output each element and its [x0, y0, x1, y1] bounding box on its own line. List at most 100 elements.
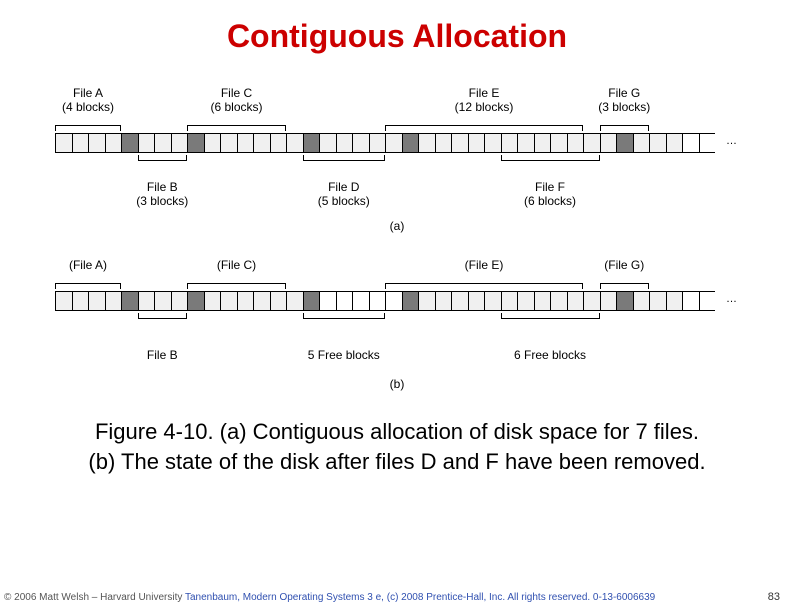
disk-block — [319, 133, 336, 153]
bracket — [187, 283, 286, 289]
disk-block — [88, 291, 105, 311]
disk-block — [517, 133, 534, 153]
file-label: File E(12 blocks) — [439, 87, 529, 115]
disk-block — [88, 133, 105, 153]
disk-block — [583, 133, 600, 153]
disk-block — [187, 133, 204, 153]
disk-block — [484, 291, 501, 311]
disk-block — [418, 133, 435, 153]
disk-block — [253, 291, 270, 311]
caption-line: Figure 4-10. (a) Contiguous allocation o… — [40, 417, 754, 447]
disk-block — [55, 291, 72, 311]
file-label: File A(4 blocks) — [43, 87, 133, 115]
ellipsis: … — [726, 293, 737, 305]
file-label: 6 Free blocks — [505, 349, 595, 363]
disk-block — [435, 291, 452, 311]
disk-block — [633, 291, 650, 311]
page-title: Contiguous Allocation — [0, 18, 794, 55]
file-label: File G(3 blocks) — [579, 87, 669, 115]
disk-block — [352, 291, 369, 311]
bracket — [138, 155, 188, 161]
disk-block — [220, 133, 237, 153]
bracket — [385, 283, 583, 289]
file-sub-label: (6 blocks) — [505, 195, 595, 209]
file-label: File B(3 blocks) — [117, 181, 207, 209]
disk-block — [517, 291, 534, 311]
file-sub-label: (6 blocks) — [192, 101, 282, 115]
file-sub-label: (12 blocks) — [439, 101, 529, 115]
disk-block — [105, 133, 122, 153]
disk-block — [154, 291, 171, 311]
file-label: File D(5 blocks) — [299, 181, 389, 209]
ellipsis: … — [726, 135, 737, 147]
disk-block — [270, 291, 287, 311]
disk-block — [121, 291, 138, 311]
figure-a-bottom-labels: File B(3 blocks) File D(5 blocks) File F(6… — [55, 153, 739, 213]
disk-block — [171, 291, 188, 311]
figure-a-blocks: … — [55, 133, 715, 153]
disk-block — [121, 133, 138, 153]
file-label: File F(6 blocks) — [505, 181, 595, 209]
file-label: (File C) — [192, 259, 282, 273]
bracket — [303, 313, 386, 319]
footer-copyright: © 2006 Matt Welsh – Harvard University — [4, 592, 182, 603]
disk-block — [286, 291, 303, 311]
disk-block — [451, 291, 468, 311]
disk-block — [352, 133, 369, 153]
disk-block — [154, 133, 171, 153]
disk-block — [402, 133, 419, 153]
bracket — [55, 283, 121, 289]
disk-block — [237, 291, 254, 311]
disk-block — [501, 133, 518, 153]
bracket — [600, 125, 650, 131]
disk-block — [336, 291, 353, 311]
file-label: File B — [117, 349, 207, 363]
disk-block — [138, 291, 155, 311]
bracket — [138, 313, 188, 319]
file-sub-label: (3 blocks) — [579, 101, 669, 115]
disk-block — [699, 291, 716, 311]
disk-block — [385, 133, 402, 153]
disk-block — [55, 133, 72, 153]
footer-isbn: 6006639 — [616, 592, 655, 603]
disk-block — [633, 133, 650, 153]
file-label: 5 Free blocks — [299, 349, 389, 363]
figure-b-top-labels: (File A)(File C)(File E)(File G) — [55, 251, 739, 291]
disk-block — [649, 133, 666, 153]
disk-block — [468, 133, 485, 153]
disk-block — [682, 291, 699, 311]
disk-block — [600, 291, 617, 311]
bracket — [501, 155, 600, 161]
disk-block — [270, 133, 287, 153]
disk-block — [369, 291, 386, 311]
disk-block — [72, 291, 89, 311]
bracket — [600, 283, 650, 289]
file-sub-label: (3 blocks) — [117, 195, 207, 209]
disk-block — [253, 133, 270, 153]
disk-block — [220, 291, 237, 311]
file-label: (File E) — [439, 259, 529, 273]
file-sub-label: (5 blocks) — [299, 195, 389, 209]
disk-block — [534, 133, 551, 153]
disk-block — [237, 133, 254, 153]
disk-block — [336, 133, 353, 153]
disk-block — [616, 291, 633, 311]
figure-a-top-labels: File A(4 blocks)File C(6 blocks)File E(1… — [55, 83, 739, 133]
bracket — [187, 125, 286, 131]
disk-block — [567, 291, 584, 311]
disk-block — [666, 291, 683, 311]
disk-block — [699, 133, 716, 153]
disk-block — [435, 133, 452, 153]
page-number: 83 — [768, 591, 780, 603]
disk-block — [583, 291, 600, 311]
file-label: (File G) — [579, 259, 669, 273]
figure-caption: Figure 4-10. (a) Contiguous allocation o… — [40, 417, 754, 476]
bracket — [385, 125, 583, 131]
disk-block — [138, 133, 155, 153]
disk-block — [451, 133, 468, 153]
disk-block — [666, 133, 683, 153]
file-label: (File A) — [43, 259, 133, 273]
disk-block — [682, 133, 699, 153]
disk-block — [534, 291, 551, 311]
disk-block — [468, 291, 485, 311]
